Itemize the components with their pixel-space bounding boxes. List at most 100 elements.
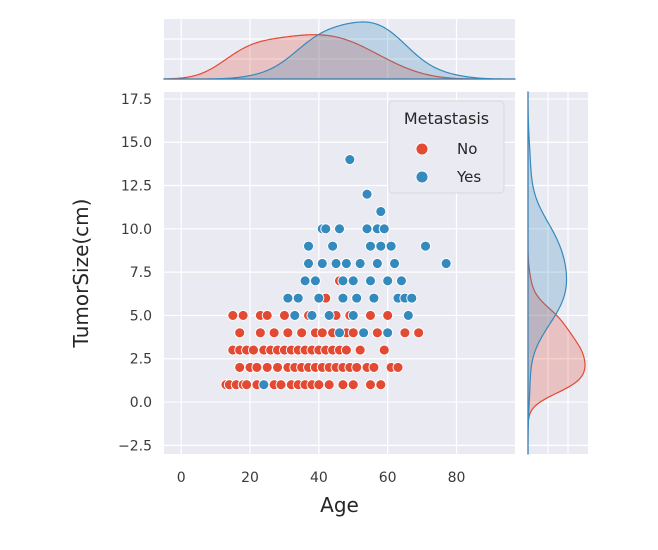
y-tick-label: 12.5 (121, 179, 152, 195)
point-no (347, 379, 359, 391)
point-no (268, 327, 280, 339)
point-no (237, 309, 249, 321)
point-no (248, 344, 259, 356)
right-marginal-area (528, 92, 588, 454)
point-no (272, 361, 284, 373)
legend-marker-yes (415, 170, 429, 184)
scatter-points (220, 154, 452, 391)
point-yes (382, 275, 394, 287)
point-no (261, 309, 273, 321)
legend-box (388, 100, 505, 194)
point-no (399, 327, 411, 339)
point-no (337, 379, 349, 391)
point-yes (440, 258, 452, 269)
point-yes (344, 154, 356, 166)
point-no (347, 327, 359, 339)
point-yes (385, 240, 397, 252)
point-yes (358, 327, 370, 339)
point-yes (406, 292, 418, 304)
point-yes (282, 292, 294, 304)
x-tick-labels: 0 20 40 60 80 (177, 470, 466, 486)
point-yes (347, 309, 359, 321)
point-no (234, 361, 246, 373)
point-yes (382, 327, 394, 339)
point-yes (334, 223, 345, 235)
point-yes (402, 309, 414, 321)
point-yes (378, 223, 390, 235)
legend-marker-no (415, 142, 429, 156)
point-yes (340, 258, 352, 269)
point-yes (258, 379, 270, 391)
point-yes (299, 275, 311, 287)
right-marginal-kde (527, 91, 586, 455)
point-yes (351, 292, 363, 304)
point-yes (354, 258, 366, 269)
point-yes (365, 275, 376, 287)
point-yes (316, 258, 328, 269)
x-axis-label: Age (320, 493, 359, 517)
point-no (368, 361, 380, 373)
y-tick-labels: −2.5 0.0 2.5 5.0 7.5 10.0 12.5 15.0 17.5 (118, 92, 152, 454)
point-no (365, 309, 376, 321)
top-marginal-kde (163, 21, 516, 80)
point-no (275, 379, 287, 391)
point-no (365, 379, 376, 391)
legend-items: No Yes (415, 140, 481, 186)
x-tick-label: 0 (177, 470, 186, 486)
y-tick-label: 17.5 (121, 92, 152, 108)
point-yes (375, 240, 387, 252)
point-yes (303, 258, 314, 269)
point-yes (292, 292, 304, 304)
point-yes (289, 309, 301, 321)
point-yes (368, 292, 380, 304)
point-no (382, 309, 394, 321)
point-yes (334, 327, 345, 339)
point-yes (389, 258, 401, 269)
point-yes (361, 223, 373, 235)
y-tick-label: 10.0 (121, 222, 152, 238)
point-no (251, 361, 263, 373)
point-no (413, 327, 425, 339)
point-yes (309, 275, 321, 287)
point-no (340, 344, 352, 356)
y-tick-label: 0.0 (130, 395, 152, 411)
y-tick-label: 7.5 (130, 265, 152, 281)
point-no (392, 361, 404, 373)
x-tick-label: 80 (448, 470, 466, 486)
point-yes (365, 240, 376, 252)
right-marginal-grid (528, 92, 588, 454)
point-yes (347, 275, 359, 287)
y-axis-label: TumorSize(cm) (69, 199, 93, 349)
point-yes (371, 258, 383, 269)
legend-title: Metastasis (404, 109, 489, 128)
legend-label-yes: Yes (456, 168, 481, 186)
x-tick-label: 20 (241, 470, 259, 486)
point-no (323, 379, 335, 391)
point-no (241, 379, 253, 391)
point-no (354, 344, 366, 356)
point-yes (327, 240, 339, 252)
point-yes (375, 206, 387, 217)
point-yes (313, 292, 325, 304)
point-yes (303, 240, 314, 252)
point-no (261, 361, 273, 373)
point-no (351, 361, 363, 373)
point-yes (337, 292, 349, 304)
right-kde-yes (527, 91, 568, 455)
y-tick-label: 15.0 (121, 135, 152, 151)
point-yes (330, 258, 342, 269)
point-no (234, 327, 246, 339)
point-no (278, 309, 290, 321)
point-no (296, 327, 308, 339)
point-yes (323, 309, 335, 321)
point-yes (337, 275, 349, 287)
y-tick-label: −2.5 (118, 438, 152, 454)
legend-label-no: No (457, 140, 477, 158)
y-tick-label: 2.5 (130, 352, 152, 368)
point-yes (420, 240, 431, 252)
point-yes (395, 275, 407, 287)
top-kde-yes (164, 21, 516, 80)
x-tick-label: 40 (310, 470, 328, 486)
